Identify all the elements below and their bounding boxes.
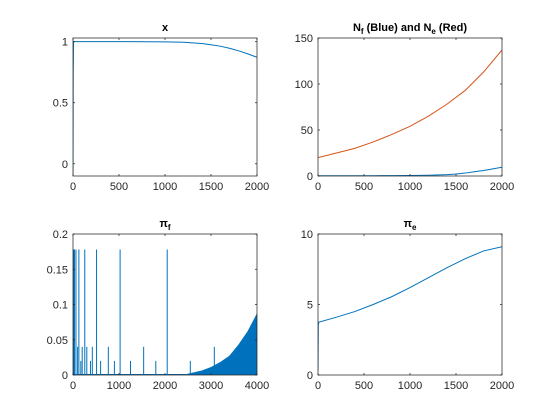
y-tick-label: 0.05 (47, 335, 68, 347)
x-tick-label: 0 (70, 380, 76, 392)
x-tick-label: 2000 (245, 181, 269, 193)
x-tick-label: 1500 (444, 380, 468, 392)
x-tick-label: 0 (315, 380, 321, 392)
y-tick-label: 0.1 (53, 300, 68, 312)
x-tick-label: 1000 (153, 181, 177, 193)
x-tick-label: 500 (355, 181, 373, 193)
panel-pi-e: πe 0 500 1000 1500 2000 0 5 10 (301, 218, 514, 392)
title-tail: (Red) (436, 22, 468, 34)
series-line-0 (318, 246, 502, 371)
y-tick-label: 50 (301, 125, 313, 137)
y-tick-label: 0 (307, 171, 313, 183)
y-tick-label: 0.5 (53, 98, 68, 110)
x-tick-label: 1500 (199, 181, 223, 193)
title-sub-e: e (431, 27, 436, 36)
x-tick-label: 1000 (398, 181, 422, 193)
panel-pi-e-plot: 0 500 1000 1500 2000 0 5 10 (301, 229, 514, 392)
panel-pi-e-title: πe (404, 218, 417, 232)
panel-x: x 0 500 1000 1500 2000 0 0.5 1 (53, 22, 270, 193)
x-tick-label: 2000 (153, 380, 177, 392)
panel-pi-f-plot: 0 1000 2000 3000 4000 0 0.05 0.1 0.15 0.2 (47, 229, 270, 392)
x-tick-label: 4000 (245, 380, 269, 392)
panel-pi-f: πf 0 1000 2000 3000 4000 0 0.05 0.1 0.15 0.2 (47, 218, 270, 392)
x-tick-label: 500 (355, 380, 373, 392)
x-tick-label: 1000 (398, 380, 422, 392)
plot-area (73, 38, 257, 176)
title-n1: N (353, 22, 361, 34)
y-tick-label: 1 (62, 37, 68, 49)
title-sub-f: f (361, 27, 364, 36)
x-tick-label: 0 (315, 181, 321, 193)
x-tick-label: 2000 (490, 181, 514, 193)
y-tick-label: 5 (307, 300, 313, 312)
y-tick-label: 0 (62, 370, 68, 382)
plot-area (318, 38, 502, 176)
x-tick-label: 1000 (107, 380, 131, 392)
title-pi-e-main: π (404, 218, 413, 230)
y-tick-label: 0 (62, 159, 68, 171)
panel-x-title: x (162, 22, 169, 34)
y-tick-label: 0 (307, 370, 313, 382)
title-pi-f-sub: f (168, 223, 171, 232)
x-tick-label: 500 (110, 181, 128, 193)
title-mid: (Blue) and N (364, 22, 432, 34)
panel-pi-f-title: πf (159, 218, 170, 232)
plot-data (318, 246, 502, 371)
series-line-1 (318, 49, 502, 159)
y-tick-label: 10 (301, 229, 313, 241)
x-tick-label: 1500 (444, 181, 468, 193)
plot-area (318, 234, 502, 375)
x-tick-label: 2000 (490, 380, 514, 392)
y-tick-label: 150 (295, 33, 313, 45)
y-tick-label: 0.2 (53, 229, 68, 241)
y-tick-label: 0.15 (47, 264, 68, 276)
panel-nf-ne-plot: 0 500 1000 1500 2000 0 50 100 150 (295, 33, 515, 193)
plot-area (73, 234, 257, 375)
x-tick-label: 3000 (199, 380, 223, 392)
title-pi-e-sub: e (412, 223, 417, 232)
panel-nf-ne-title: Nf (Blue) and Ne (Red) (353, 22, 467, 36)
panel-nf-ne: Nf (Blue) and Ne (Red) 0 500 1000 1500 20000… (295, 22, 515, 193)
y-tick-label: 100 (295, 79, 313, 91)
title-pi-f-main: π (159, 218, 168, 230)
panel-x-plot: 0 500 1000 1500 2000 0 0.5 1 (53, 37, 270, 193)
x-tick-label: 0 (70, 181, 76, 193)
